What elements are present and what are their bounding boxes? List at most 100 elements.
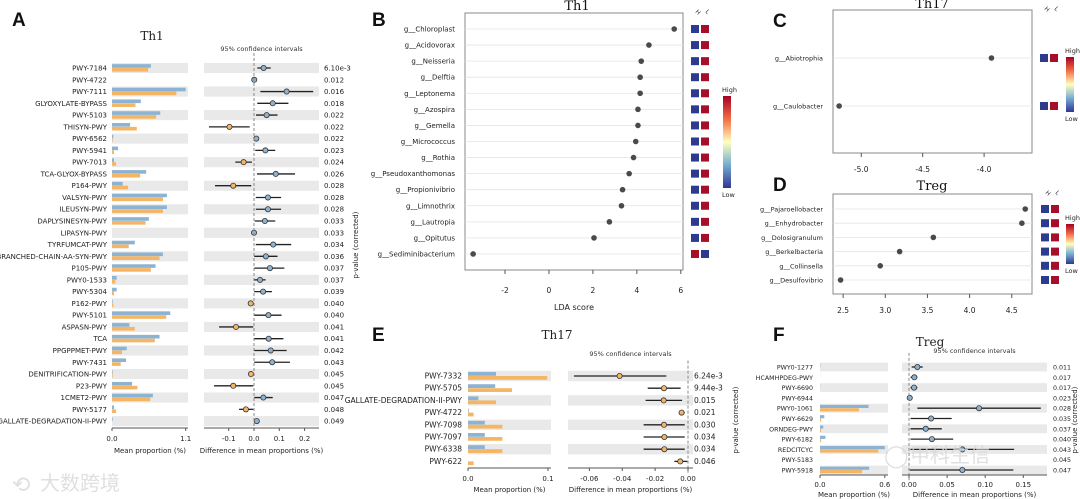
x-axis-label: LDA score: [554, 303, 594, 312]
panel-d-lda-plot: Treg H Lg__Pajaroellobacter g__Enhydrobacte…: [760, 179, 1080, 315]
list-item: g__Rothia: [421, 153, 709, 162]
table-row: PWY-6944 0.023: [782, 394, 1071, 402]
row-label: PWY-7098: [425, 420, 463, 429]
x-axis-label: Mean proportion (%): [473, 486, 545, 494]
row-label: ORNDEG-PWY: [769, 426, 813, 433]
row-label: PWY0-1061: [777, 406, 813, 413]
bar-h: [112, 205, 167, 210]
panel-label-d: D: [773, 175, 787, 196]
bar-l: [112, 138, 113, 143]
panel-b-lda-plot: Th1 H Lg__Chloroplast g__Acidovorax g__Neiss…: [371, 0, 737, 312]
heat-cell: [1050, 102, 1058, 110]
heat-cell: [701, 121, 709, 130]
list-item: g__Lautropia: [411, 217, 709, 226]
bar-l: [112, 397, 151, 402]
bar-h: [112, 393, 153, 398]
heat-cell: [691, 121, 699, 130]
p-value: 0.030: [694, 420, 716, 429]
x-axis-label: Mean proportion (%): [818, 491, 890, 499]
x-axis-label: Difference in mean proportions (%): [913, 491, 1037, 499]
row-label: P164-PWY: [71, 182, 107, 190]
row-label: LIPASYN-PWY: [61, 229, 108, 237]
diff-point: [262, 147, 269, 154]
table-row: PWY-6562 0.022: [72, 133, 344, 144]
diff-point: [914, 363, 921, 370]
diff-point: [264, 194, 271, 201]
row-band: [112, 180, 188, 191]
heat-cell: [691, 57, 699, 66]
heat-cell: [691, 89, 699, 98]
tick-label: 3.0: [879, 306, 891, 315]
row-label: PWY0-1533: [67, 276, 107, 284]
colorbar-low-label: Low: [1065, 267, 1078, 275]
tick-label: -4.0: [977, 165, 992, 174]
p-value: 0.034: [694, 433, 716, 442]
p-value: 0.022: [324, 135, 344, 143]
heat-cell: [1051, 261, 1059, 270]
row-label: PWY-6338: [425, 445, 463, 454]
p-value: 0.028: [324, 182, 344, 190]
bar-l: [820, 418, 822, 422]
table-row: PWY-7431 0.043: [72, 358, 344, 367]
list-item: g__Limnothrix: [406, 201, 709, 210]
bar-h: [112, 252, 163, 257]
row-band: [112, 157, 188, 168]
row-band: [468, 395, 551, 406]
bar-l: [468, 449, 503, 453]
tick-label: 0.00: [680, 475, 696, 483]
p-value: 0.041: [324, 335, 344, 343]
bar-h: [112, 99, 141, 104]
list-item: g__Dolosigranulum: [761, 233, 1059, 242]
colorbar: [1066, 57, 1074, 112]
bar-h: [112, 299, 113, 304]
watermark-text: 大数跨境: [40, 471, 120, 495]
row-label: PWY-7431: [72, 359, 107, 367]
p-value: 0.018: [324, 100, 344, 108]
bar-h: [468, 396, 479, 401]
lda-point: [646, 42, 652, 48]
row-band: [468, 443, 551, 455]
bar-h: [820, 435, 826, 439]
row-label: GLYOXYLATE-BYPASS: [35, 100, 107, 108]
heat-cell: [701, 41, 709, 50]
lda-point: [626, 170, 632, 177]
p-value: 0.024: [324, 159, 345, 167]
diff-point: [272, 170, 279, 177]
diff-point: [906, 394, 913, 401]
bar-h: [112, 146, 119, 151]
row-label: g__Acidovorax: [405, 42, 455, 50]
row-label: P23-PWY: [76, 382, 108, 390]
p-value: 0.042: [324, 347, 344, 355]
table-row: GALLATE-DEGRADATION-II-PWY 0.015: [345, 395, 716, 406]
row-band: [112, 204, 188, 215]
table-row: PWY-5103 0.022: [72, 110, 344, 121]
diff-point: [233, 323, 240, 330]
diff-point: [264, 206, 271, 213]
bar-h: [112, 181, 123, 186]
row-label: g__Propionivibrio: [396, 186, 455, 194]
heat-cell: [691, 25, 699, 33]
row-label: g__Micrococcus: [401, 138, 456, 146]
x-axis-label: Difference in mean proportions (%): [200, 447, 324, 455]
heat-cell: [701, 217, 709, 226]
heat-cell: [1041, 247, 1049, 256]
bar-l: [112, 162, 117, 166]
row-label: g__Sediminibacterium: [378, 250, 456, 258]
heat-cell: [1040, 102, 1048, 110]
watermark-text: 甲科生信: [910, 443, 990, 467]
bar-h: [112, 193, 167, 198]
heat-cell: [701, 105, 709, 114]
table-row: PWY-5918 0.047: [782, 465, 1071, 475]
p-value: 0.049: [324, 418, 344, 426]
chart-title: Treg: [917, 179, 948, 194]
list-item: g__Leptonema: [404, 89, 709, 98]
table-row: PWY-7013 0.024: [72, 157, 345, 168]
p-value: 6.10e-3: [324, 65, 351, 73]
heat-cell: [691, 233, 699, 242]
bar-l: [112, 303, 114, 308]
row-label: g__Limnothrix: [406, 202, 455, 210]
row-label: VALSYN-PWY: [62, 194, 108, 202]
row-label: PWY-5304: [72, 288, 107, 296]
bar-l: [112, 173, 141, 178]
row-label: PWY-5183: [782, 457, 813, 464]
